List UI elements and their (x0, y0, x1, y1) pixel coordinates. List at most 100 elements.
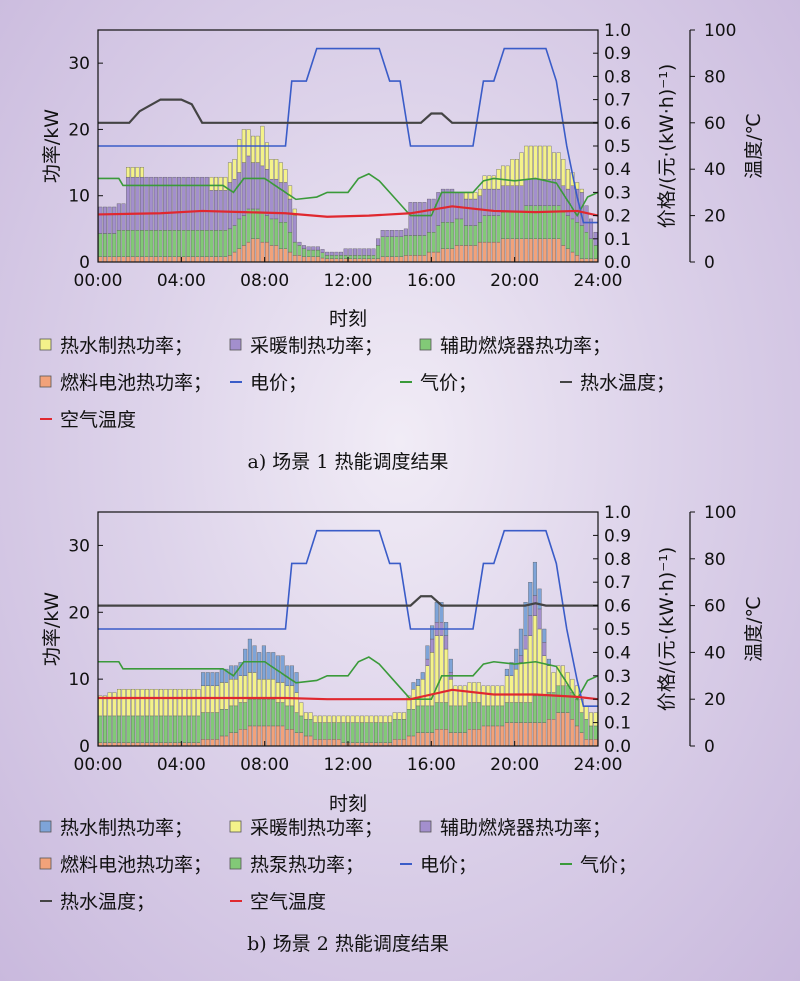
bar-fuel_cell (265, 241, 269, 263)
bar-hot_water_b (420, 672, 425, 680)
bar-heating (390, 230, 394, 237)
bar-burner (403, 235, 408, 256)
bar-burner (306, 249, 311, 257)
gas-price-line (98, 656, 599, 701)
bar-heat_pump (364, 722, 369, 743)
bar-heating_b (177, 688, 182, 717)
bar-hot_water (130, 167, 135, 178)
bar-hot_water_b (518, 628, 523, 656)
bar-heating_b (289, 685, 294, 707)
bar-burner (126, 230, 131, 257)
bar-burner (362, 255, 367, 259)
bar-hot_water_b (509, 662, 514, 676)
legend-item: 燃料电池热功率； (39, 372, 212, 394)
bar-fuel_cell (556, 238, 561, 263)
bar-heat_pump (149, 715, 154, 743)
bar-heating_b (420, 678, 425, 707)
bar-burner (593, 245, 598, 259)
bar-burner (390, 236, 394, 257)
bar-hot_water (501, 165, 506, 186)
bar-fuel_cell (575, 255, 580, 263)
bar-fuel_cell (399, 256, 404, 263)
bar-heating (102, 206, 107, 234)
bar-heat_pump (219, 709, 224, 737)
bar-heat_pump (341, 722, 346, 743)
bar-heat_pump (98, 715, 103, 743)
bar-fuel_cell (219, 735, 224, 747)
bar-burner (459, 218, 464, 246)
bar-fuel_cell (299, 732, 304, 747)
bar-burner (464, 225, 469, 246)
bar-heating_b (364, 715, 369, 723)
bar-fuel_cell (289, 729, 294, 747)
legend-label: 辅助燃烧器热功率； (440, 335, 611, 357)
bar-fuel_cell (380, 256, 385, 263)
bar-burner (538, 205, 543, 239)
bar-heating (528, 178, 533, 206)
bar-fuel_cell (436, 251, 441, 263)
bar-burner (320, 252, 325, 259)
bar-burner (339, 255, 344, 259)
legend-label: 燃料电池热功率； (60, 854, 212, 876)
bar-heat_pump (266, 699, 271, 727)
bar-fuel_cell (411, 735, 416, 747)
legend-label: 空气温度 (250, 891, 326, 913)
bar-heating (394, 230, 399, 237)
x-tick-label: 20:00 (490, 755, 539, 775)
bar-hot_water_b (439, 602, 444, 623)
bar-heating (190, 176, 195, 231)
bar-fuel_cell (570, 251, 575, 263)
bar-heating (584, 205, 589, 233)
y3-tick-label: 60 (704, 114, 726, 134)
bar-fuel_cell (285, 729, 290, 747)
legend-swatch (229, 338, 242, 351)
bar-heating (177, 176, 181, 231)
bar-fuel_cell (241, 245, 246, 263)
bar-fuel_cell (313, 739, 318, 747)
bar-hot_water_b (201, 672, 206, 687)
x-tick-label: 12:00 (324, 755, 373, 775)
bar-fuel_cell (218, 256, 223, 263)
y3-tick-label: 40 (704, 643, 726, 663)
bar-heating (362, 248, 367, 256)
bar-fuel_cell (308, 735, 313, 747)
bar-burner (385, 236, 390, 257)
bar-heating (408, 202, 413, 236)
bar-heat_pump (486, 705, 491, 727)
bar-heat_pump (593, 725, 598, 740)
bar-fuel_cell (477, 241, 482, 263)
bar-fuel_cell (439, 729, 444, 747)
bar-heat_pump (107, 715, 112, 743)
bar-fuel_cell (140, 256, 144, 263)
bar-heating_b (490, 685, 495, 707)
bar-hot_water (473, 192, 478, 200)
bar-heat_pump (476, 702, 481, 730)
bar-burner (436, 225, 441, 253)
bar-heat_pump (233, 705, 238, 733)
bar-heating_b (266, 678, 271, 700)
legend-swatch (39, 820, 52, 833)
bar-fuel_cell (237, 248, 242, 263)
bar-fuel_cell (266, 725, 271, 747)
bar-burner (399, 236, 404, 257)
bar-heating_b (458, 685, 463, 707)
bar-fuel_cell (413, 255, 418, 263)
legend-item: 空气温度 (230, 891, 326, 913)
bar-fuel_cell (292, 255, 297, 263)
bar-heating_b (182, 688, 187, 717)
bar-heating_b (500, 685, 505, 707)
chart-b-xlabel: 时刻 (329, 793, 367, 815)
bar-burner (542, 205, 547, 239)
bar-hot_water (292, 208, 297, 216)
bar-burner (454, 218, 459, 246)
bar-hot_water (274, 159, 279, 180)
bar-hot_water (505, 165, 510, 186)
bar-burner (473, 225, 478, 246)
bar-fuel_cell (434, 729, 439, 747)
bar-heating (501, 185, 506, 213)
bar-burner (348, 255, 353, 259)
bar-burner (408, 235, 413, 256)
bar-heating_b (504, 675, 509, 703)
bar-heating_b (448, 678, 453, 707)
bar-burner (413, 235, 418, 256)
